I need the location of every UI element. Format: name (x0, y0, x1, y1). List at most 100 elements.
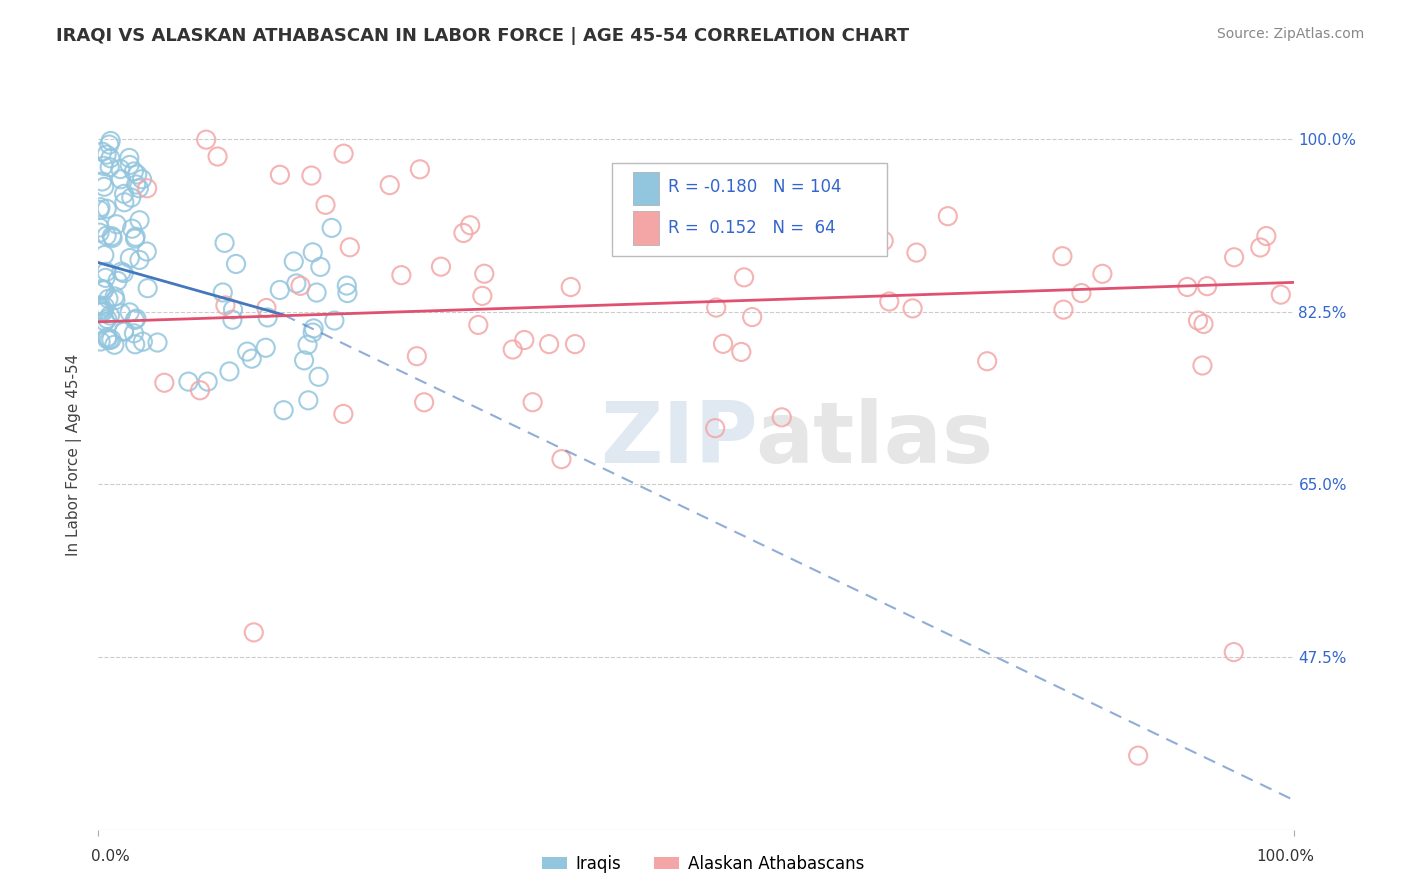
Point (124, 231, 146, 245)
Point (254, 341, 277, 355)
Point (197, 375, 219, 389)
Point (976, 354, 998, 368)
Point (90, 304, 112, 318)
Point (678, 207, 700, 221)
Point (905, 245, 928, 260)
Point (211, 285, 233, 300)
Point (453, 226, 475, 240)
Point (873, 234, 896, 248)
Point (1270, 287, 1292, 301)
Point (110, 162, 132, 177)
Point (240, 351, 263, 366)
Point (413, 395, 436, 409)
Point (538, 337, 561, 351)
Point (302, 321, 325, 335)
Point (124, 337, 146, 351)
Point (1052, 302, 1074, 317)
Point (94, 300, 117, 314)
Point (513, 333, 536, 347)
Point (1249, 240, 1271, 254)
Text: ZIP: ZIP (600, 399, 758, 482)
Point (103, 338, 125, 352)
Point (153, 376, 176, 390)
Point (128, 181, 150, 195)
Point (323, 313, 346, 327)
Point (104, 289, 127, 303)
Point (1070, 286, 1092, 301)
Point (877, 294, 900, 309)
Point (221, 312, 243, 326)
Point (118, 305, 141, 319)
Point (901, 301, 924, 316)
Point (1223, 645, 1246, 659)
Point (98, 309, 121, 323)
Point (136, 281, 159, 295)
Point (104, 293, 127, 307)
Point (89, 202, 111, 217)
Point (301, 326, 323, 340)
Point (471, 289, 494, 303)
Point (273, 403, 295, 417)
Point (1175, 280, 1198, 294)
Point (98, 333, 121, 347)
Point (98, 151, 121, 165)
Point (214, 298, 236, 312)
Point (321, 220, 343, 235)
Point (105, 217, 128, 231)
Text: R = -0.180   N = 104: R = -0.180 N = 104 (668, 178, 842, 196)
Point (1052, 249, 1074, 263)
Point (430, 260, 453, 274)
Point (704, 301, 727, 315)
Point (308, 369, 330, 384)
Point (1091, 267, 1114, 281)
Point (96, 228, 118, 243)
Point (107, 274, 129, 288)
Point (243, 625, 266, 640)
Point (522, 395, 544, 409)
Point (118, 158, 141, 172)
Text: Source: ZipAtlas.com: Source: ZipAtlas.com (1216, 27, 1364, 41)
Point (91, 174, 114, 188)
Point (703, 236, 725, 251)
Point (225, 257, 247, 271)
Text: 0.0%: 0.0% (91, 849, 131, 864)
Point (97, 292, 120, 306)
Point (120, 190, 142, 204)
Point (121, 221, 143, 235)
Point (94, 271, 117, 285)
Point (146, 335, 169, 350)
Point (299, 169, 322, 183)
Point (128, 252, 150, 267)
Point (112, 195, 135, 210)
Point (297, 393, 319, 408)
Point (770, 410, 793, 425)
Point (100, 333, 122, 347)
Point (389, 268, 412, 282)
Point (118, 151, 141, 165)
Point (122, 164, 145, 178)
Point (93, 159, 115, 173)
Point (1187, 313, 1209, 327)
Point (118, 251, 141, 265)
Point (711, 336, 734, 351)
Point (136, 181, 159, 195)
Point (96, 312, 118, 326)
Point (110, 306, 132, 320)
Point (1197, 279, 1219, 293)
Point (124, 229, 146, 244)
Point (339, 240, 361, 254)
Point (332, 407, 354, 421)
Point (127, 168, 149, 182)
Point (1128, 748, 1150, 763)
Point (458, 218, 481, 232)
Text: R =  0.152   N =  64: R = 0.152 N = 64 (668, 219, 837, 237)
Point (188, 384, 211, 398)
Point (195, 133, 218, 147)
Point (89, 200, 111, 214)
Point (378, 178, 401, 193)
Point (90, 334, 112, 349)
Point (301, 245, 323, 260)
Point (89, 226, 111, 240)
Point (730, 345, 752, 359)
Point (315, 198, 337, 212)
